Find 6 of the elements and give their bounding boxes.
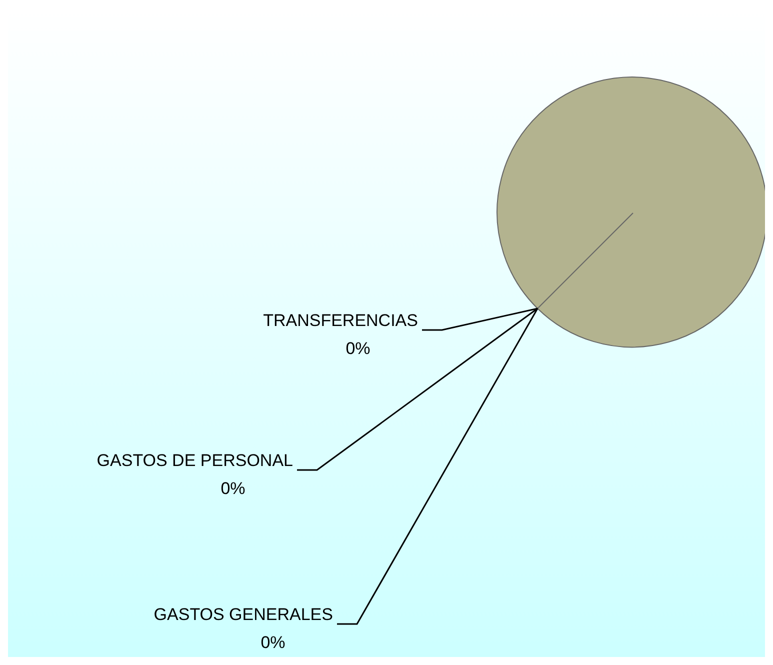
- category-label: GASTOS GENERALES: [154, 605, 333, 624]
- text: 0%: [260, 633, 286, 652]
- category-label: TRANSFERENCIAS: [263, 311, 418, 330]
- text: 0%: [220, 479, 246, 498]
- category-label: GASTOS DE PERSONAL: [96, 451, 293, 470]
- text: 0%: [346, 339, 370, 358]
